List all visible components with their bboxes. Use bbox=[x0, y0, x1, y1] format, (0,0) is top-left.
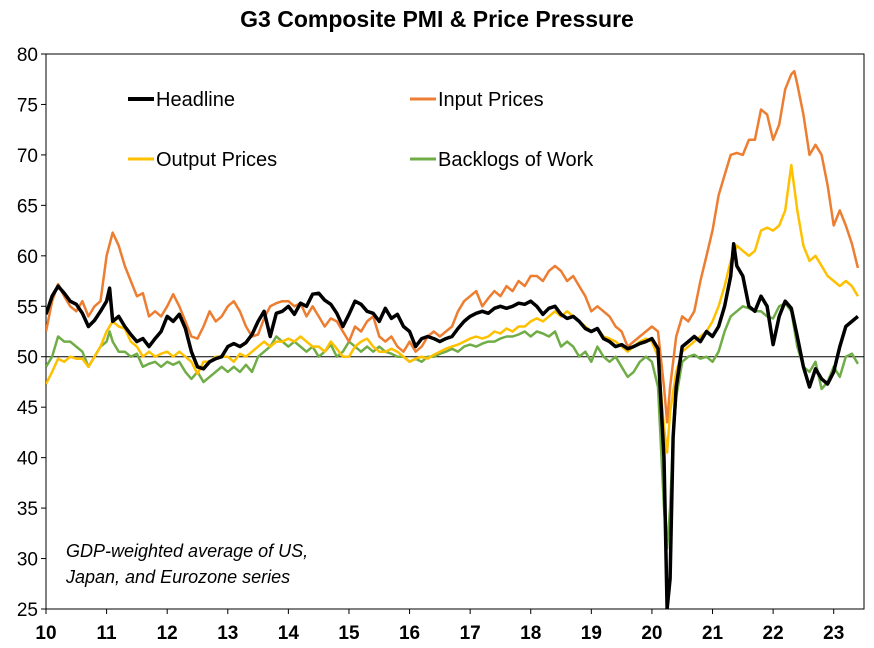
chart-annotation: GDP-weighted average of US, bbox=[66, 541, 308, 561]
series-line-backlogs-of-work bbox=[46, 301, 859, 550]
x-tick-label: 12 bbox=[157, 623, 178, 644]
x-tick-label: 15 bbox=[338, 623, 360, 644]
series-line-headline bbox=[46, 241, 860, 609]
x-tick-label: 19 bbox=[581, 623, 602, 644]
legend-label-input-prices: Input Prices bbox=[438, 89, 544, 111]
y-tick-label: 30 bbox=[17, 550, 38, 571]
series-line-input-prices bbox=[46, 69, 860, 424]
x-tick-label: 14 bbox=[278, 623, 300, 644]
series-line-output-prices bbox=[46, 163, 859, 454]
y-tick-label: 50 bbox=[17, 348, 38, 369]
x-tick-label: 16 bbox=[399, 623, 420, 644]
y-tick-label: 80 bbox=[17, 45, 38, 66]
x-tick-label: 20 bbox=[641, 623, 662, 644]
x-tick-label: 10 bbox=[35, 623, 56, 644]
y-tick-label: 40 bbox=[17, 449, 38, 470]
y-tick-label: 65 bbox=[17, 196, 38, 217]
y-tick-label: 25 bbox=[17, 600, 38, 621]
x-tick-label: 11 bbox=[97, 623, 118, 644]
x-tick-label: 17 bbox=[460, 623, 481, 644]
x-tick-label: 23 bbox=[823, 623, 844, 644]
y-tick-label: 70 bbox=[17, 146, 38, 167]
chart-annotation: Japan, and Eurozone series bbox=[65, 567, 290, 587]
x-tick-label: 22 bbox=[763, 623, 784, 644]
chart-title: G3 Composite PMI & Price Pressure bbox=[240, 6, 634, 32]
y-tick-label: 55 bbox=[17, 297, 38, 318]
legend-label-backlogs-of-work: Backlogs of Work bbox=[438, 149, 594, 171]
y-tick-label: 45 bbox=[17, 398, 38, 419]
legend-label-output-prices: Output Prices bbox=[156, 149, 277, 171]
x-tick-label: 13 bbox=[217, 623, 238, 644]
y-tick-label: 75 bbox=[17, 95, 38, 116]
legend-label-headline: Headline bbox=[156, 89, 235, 111]
y-tick-label: 35 bbox=[17, 499, 38, 520]
y-tick-label: 60 bbox=[17, 247, 38, 268]
x-tick-label: 21 bbox=[702, 623, 724, 644]
x-tick-label: 18 bbox=[520, 623, 541, 644]
